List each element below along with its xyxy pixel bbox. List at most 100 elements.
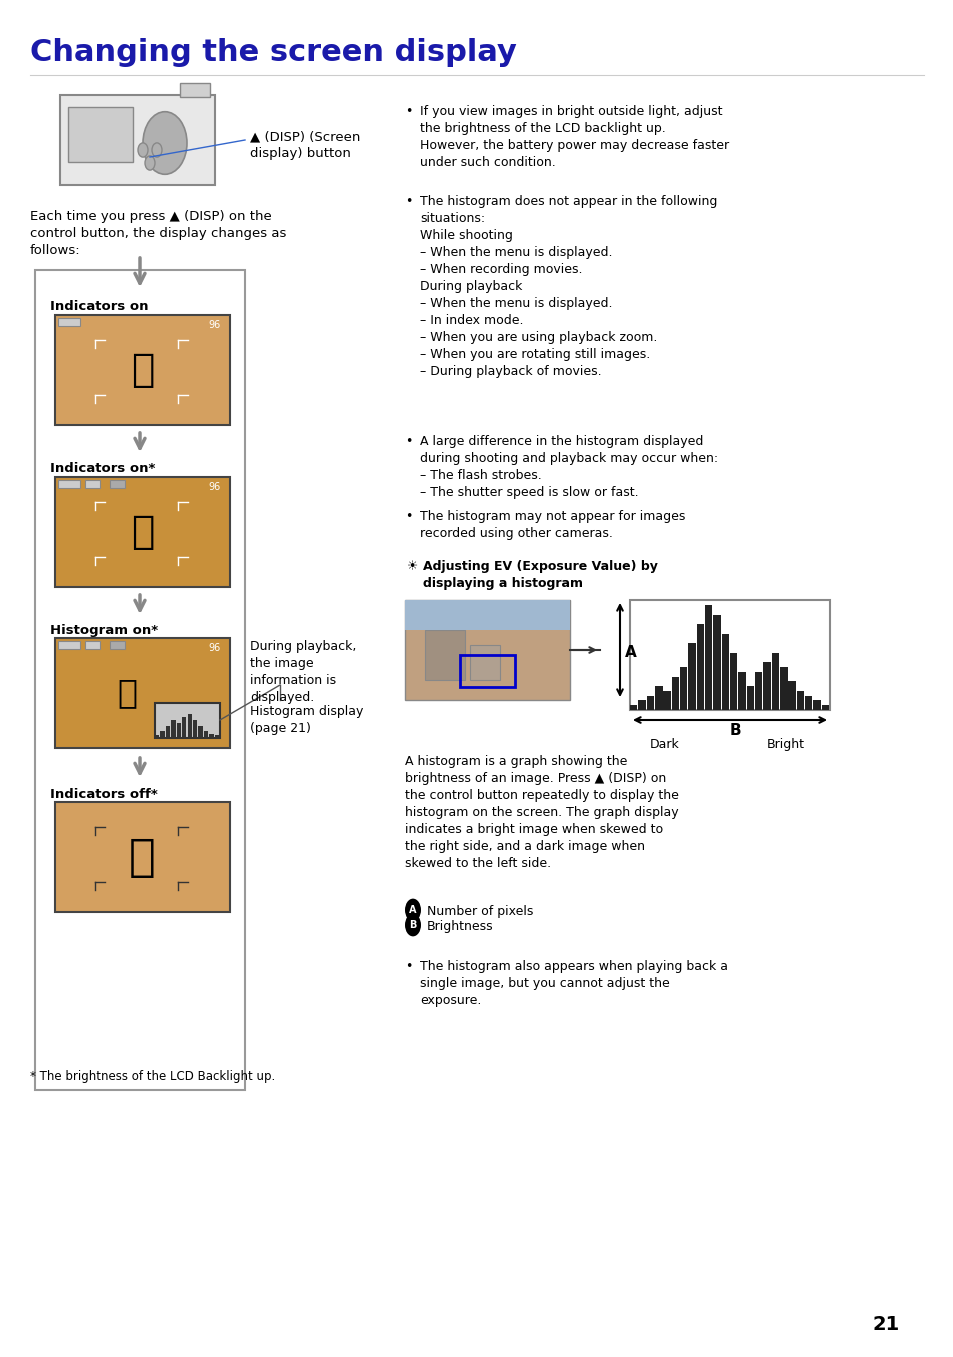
Text: 96: 96 — [208, 320, 220, 330]
Bar — [182, 716, 186, 738]
Bar — [55, 638, 230, 748]
Text: Histogram display
(page 21): Histogram display (page 21) — [250, 706, 363, 735]
Bar — [738, 672, 745, 710]
Bar — [68, 107, 132, 161]
Text: Each time you press ▲ (DISP) on the
control button, the display changes as
follo: Each time you press ▲ (DISP) on the cont… — [30, 210, 286, 256]
Bar — [58, 318, 80, 326]
Text: B: B — [729, 723, 740, 738]
Text: 21: 21 — [872, 1315, 899, 1334]
Text: * The brightness of the LCD Backlight up.: * The brightness of the LCD Backlight up… — [30, 1071, 275, 1083]
Bar — [729, 653, 737, 710]
Bar — [85, 480, 100, 489]
Bar — [214, 735, 218, 738]
Bar — [459, 655, 515, 687]
Text: Changing the screen display: Changing the screen display — [30, 38, 517, 66]
Text: Adjusting EV (Exposure Value) by
displaying a histogram: Adjusting EV (Exposure Value) by display… — [422, 560, 658, 590]
Bar — [646, 696, 654, 710]
Bar — [655, 687, 661, 710]
Bar — [188, 714, 192, 738]
Text: A: A — [409, 905, 416, 915]
Bar — [166, 726, 170, 738]
Bar — [704, 605, 712, 710]
Bar — [629, 600, 829, 710]
Bar — [470, 645, 499, 680]
Bar — [198, 726, 202, 738]
Bar — [193, 721, 197, 738]
Bar — [55, 315, 230, 425]
Bar — [176, 723, 181, 738]
Bar — [804, 696, 812, 710]
Bar — [60, 95, 214, 185]
Bar — [688, 643, 695, 710]
Bar — [787, 681, 795, 710]
Circle shape — [143, 111, 187, 174]
Text: The histogram does not appear in the following
situations:
While shooting
– When: The histogram does not appear in the fol… — [419, 195, 717, 379]
Bar — [405, 600, 569, 630]
Bar — [679, 668, 687, 710]
Bar — [821, 706, 828, 710]
Text: 96: 96 — [208, 482, 220, 493]
Text: Bright: Bright — [766, 738, 804, 750]
Text: 🐕: 🐕 — [131, 513, 154, 551]
Text: 🐕: 🐕 — [131, 351, 154, 389]
Text: Indicators on: Indicators on — [50, 300, 149, 313]
Bar — [180, 83, 210, 96]
Text: A histogram is a graph showing the
brightness of an image. Press ▲ (DISP) on
the: A histogram is a graph showing the brigh… — [405, 754, 679, 870]
Bar — [154, 735, 159, 738]
Bar — [58, 480, 80, 489]
Text: ▲ (DISP) (Screen
display) button: ▲ (DISP) (Screen display) button — [250, 130, 360, 160]
Text: A: A — [624, 645, 636, 660]
Bar — [813, 700, 820, 710]
Bar — [424, 630, 464, 680]
Bar — [629, 706, 637, 710]
Bar — [762, 662, 770, 710]
Text: 🐕: 🐕 — [117, 677, 137, 710]
Text: Number of pixels: Number of pixels — [427, 905, 533, 917]
Bar — [405, 600, 569, 700]
Text: A large difference in the histogram displayed
during shooting and playback may o: A large difference in the histogram disp… — [419, 436, 718, 499]
Bar — [713, 615, 720, 710]
Text: •: • — [405, 510, 412, 522]
Text: 🐕: 🐕 — [129, 836, 155, 878]
Bar — [160, 730, 165, 738]
Text: Dark: Dark — [649, 738, 679, 750]
Text: During playback,
the image
information is
displayed.: During playback, the image information i… — [250, 641, 356, 704]
Bar — [720, 634, 728, 710]
Bar — [796, 691, 803, 710]
Bar — [780, 668, 786, 710]
Bar — [662, 691, 670, 710]
Bar — [204, 730, 208, 738]
Circle shape — [152, 142, 162, 157]
Text: •: • — [405, 959, 412, 973]
Text: •: • — [405, 104, 412, 118]
Bar — [55, 478, 230, 588]
Circle shape — [145, 156, 154, 170]
Circle shape — [138, 142, 148, 157]
Text: The histogram may not appear for images
recorded using other cameras.: The histogram may not appear for images … — [419, 510, 684, 540]
Text: Indicators off*: Indicators off* — [50, 788, 157, 801]
Bar — [58, 641, 80, 649]
Bar — [110, 641, 125, 649]
Bar — [671, 677, 679, 710]
Bar — [638, 700, 645, 710]
Text: If you view images in bright outside light, adjust
the brightness of the LCD bac: If you view images in bright outside lig… — [419, 104, 728, 170]
Text: •: • — [405, 436, 412, 448]
Text: •: • — [405, 195, 412, 208]
Bar — [55, 802, 230, 912]
Bar — [110, 480, 125, 489]
Text: Indicators on*: Indicators on* — [50, 461, 155, 475]
Bar — [154, 703, 220, 738]
Bar — [696, 624, 703, 710]
Bar — [209, 734, 213, 738]
Bar — [35, 270, 245, 1090]
Bar — [746, 687, 754, 710]
Text: ☀: ☀ — [407, 560, 417, 573]
Text: 96: 96 — [208, 643, 220, 653]
Text: Brightness: Brightness — [427, 920, 493, 934]
Bar — [771, 653, 779, 710]
Bar — [85, 641, 100, 649]
Circle shape — [405, 898, 420, 921]
Bar — [754, 672, 761, 710]
Text: The histogram also appears when playing back a
single image, but you cannot adju: The histogram also appears when playing … — [419, 959, 727, 1007]
Text: Histogram on*: Histogram on* — [50, 624, 158, 636]
